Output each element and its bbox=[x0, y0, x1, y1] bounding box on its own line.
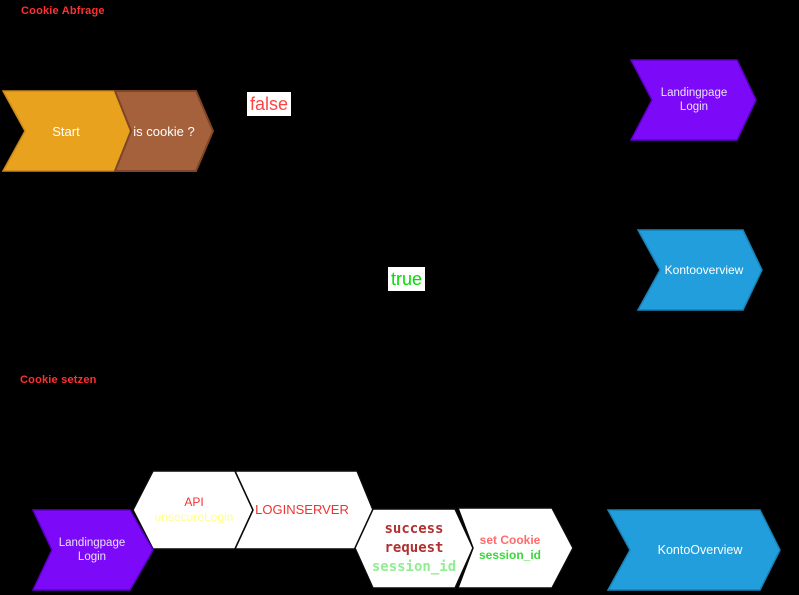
start-arrow-shape[interactable] bbox=[1, 90, 132, 172]
api-node-shape[interactable] bbox=[132, 470, 254, 550]
landingpage-login-top-arrow-shape[interactable] bbox=[629, 59, 757, 141]
section-title-cookie-setzen: Cookie setzen bbox=[20, 374, 97, 386]
is-cookie-arrow-shape[interactable] bbox=[113, 90, 215, 172]
loginserver-node-shape[interactable] bbox=[233, 470, 374, 550]
branch-label-false: false bbox=[247, 92, 292, 116]
section-title-cookie-abfrage: Cookie Abfrage bbox=[21, 5, 105, 17]
branch-label-true: true bbox=[388, 267, 426, 291]
kontooverview-bottom-arrow-shape[interactable] bbox=[606, 509, 781, 591]
kontooverview-top-arrow-shape[interactable] bbox=[636, 229, 763, 311]
set-cookie-node-shape[interactable] bbox=[456, 507, 574, 589]
landingpage-login-bottom-arrow-shape[interactable] bbox=[31, 509, 154, 591]
server-response-node-shape[interactable] bbox=[354, 508, 474, 589]
